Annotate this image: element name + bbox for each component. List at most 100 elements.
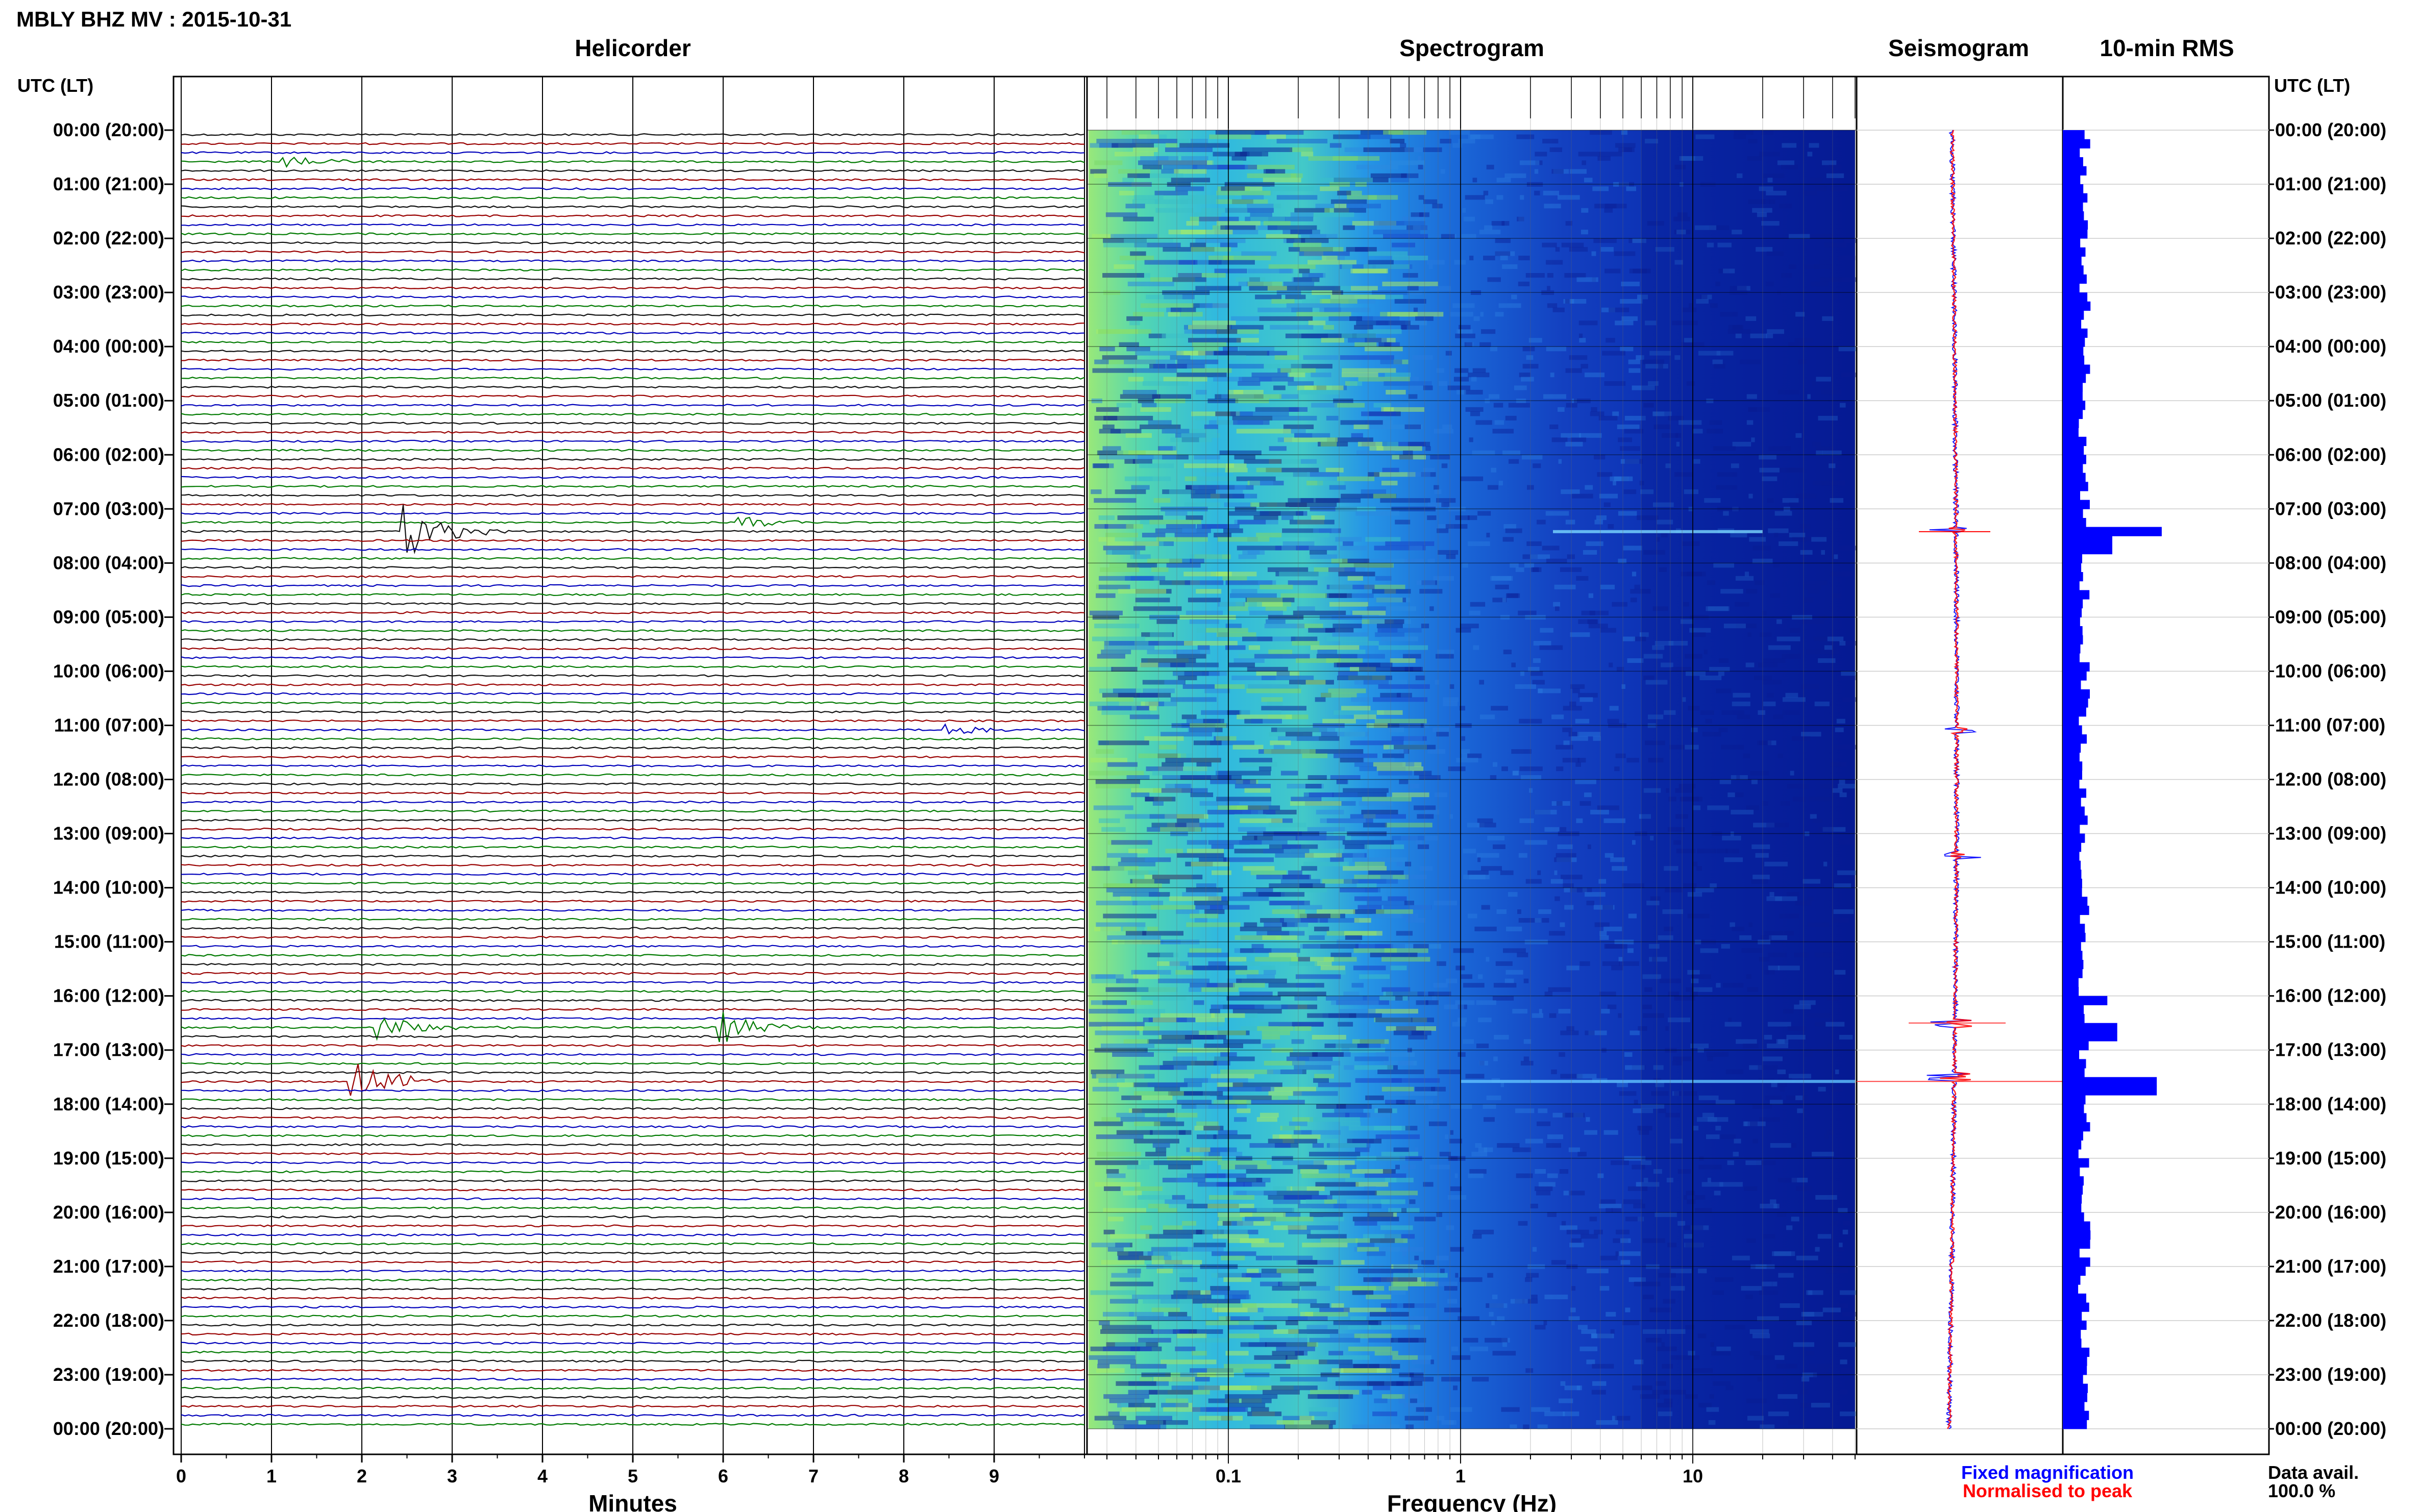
spectrogram-cell: [1363, 823, 1387, 828]
spectrogram-cell: [1600, 1255, 1618, 1260]
spectrogram-cell: [1161, 1403, 1189, 1408]
spectrogram-cell: [1714, 1191, 1721, 1196]
spectrogram-cell: [1297, 624, 1323, 629]
spectrogram-cell: [1744, 1186, 1758, 1191]
spectrogram-cell: [1374, 723, 1424, 728]
spectrogram-cell: [1668, 827, 1685, 832]
spectrogram-cell: [1776, 290, 1781, 295]
spectrogram-cell: [1235, 970, 1259, 975]
spectrogram-cell: [1632, 238, 1646, 243]
spectrogram-cell: [1560, 1074, 1578, 1079]
spectrogram-cell: [1353, 424, 1370, 429]
spectrogram-cell: [1665, 463, 1671, 468]
spectrogram-cell: [1112, 143, 1154, 148]
spectrogram-high-band: [1641, 130, 1856, 1429]
spectrogram-cell: [1320, 918, 1360, 923]
time-label: 15:00 (11:00): [2275, 931, 2385, 952]
spectrogram-cell: [1276, 290, 1301, 295]
rms-bar: [2063, 1356, 2087, 1366]
spectrogram-cell: [1467, 870, 1489, 875]
spectrogram-stripes: [1089, 130, 1861, 1429]
spectrogram-cell: [1357, 1243, 1375, 1248]
spectrogram-cell: [1396, 1100, 1416, 1105]
spectrogram-cell: [1542, 546, 1560, 551]
spectrogram-cell: [1295, 835, 1345, 840]
spectrogram-cell: [1773, 714, 1784, 720]
spectrogram-cell: [1570, 632, 1590, 637]
spectrogram-cell: [1277, 727, 1328, 732]
spectrogram-cell: [1239, 710, 1281, 715]
spectrogram-cell: [1350, 740, 1404, 746]
spectrogram-cell: [1733, 692, 1750, 698]
spectrogram-cell: [1363, 1234, 1401, 1239]
spectrogram-cell: [1762, 801, 1768, 806]
spectrogram-cell: [1258, 580, 1276, 585]
spectrogram-cell: [1132, 901, 1164, 906]
spectrogram-cell: [1840, 1290, 1861, 1295]
spectrogram-cell: [1608, 524, 1614, 529]
spectrogram-cell: [1451, 1355, 1471, 1360]
rms-bar: [2063, 689, 2090, 699]
minute-tick-label: 7: [808, 1466, 819, 1486]
spectrogram-cell: [1670, 1138, 1683, 1144]
spectrogram-cell: [1175, 1346, 1196, 1351]
spectrogram-cell: [1598, 879, 1607, 884]
spectrogram-cell: [1386, 1026, 1436, 1031]
rms-bar: [2063, 1212, 2084, 1222]
helicorder-trace: [181, 701, 1085, 705]
spectrogram-cell: [1517, 216, 1524, 221]
spectrogram-cell: [1286, 1359, 1327, 1365]
spectrogram-cell: [1219, 602, 1243, 607]
spectrogram-cell: [1116, 403, 1132, 408]
spectrogram-cell: [1115, 489, 1146, 494]
spectrogram-cell: [1439, 381, 1447, 386]
spectrogram-cell: [1136, 1411, 1178, 1417]
spectrogram-cell: [1332, 290, 1343, 295]
spectrogram-cell: [1096, 593, 1116, 598]
rms-bar: [2063, 1239, 2090, 1249]
spectrogram-cell: [1210, 1286, 1230, 1291]
spectrogram-cell: [1546, 346, 1567, 352]
spectrogram-cell: [1665, 1026, 1669, 1031]
spectrogram-cell: [1244, 788, 1271, 793]
spectrogram-cell: [1709, 225, 1730, 230]
spectrogram-cell: [1746, 1398, 1767, 1403]
spectrogram-event-line: [1553, 530, 1763, 533]
spectrogram-cell: [1163, 377, 1207, 382]
spectrogram-cell: [1372, 913, 1403, 919]
spectrogram-cell: [1634, 1359, 1644, 1365]
spectrogram-cell: [1291, 905, 1322, 910]
spectrogram-cell: [1173, 1056, 1197, 1061]
spectrogram-cell: [1706, 606, 1729, 611]
spectrogram-cell: [1132, 459, 1152, 464]
spectrogram-cell: [1757, 1377, 1762, 1382]
spectrogram-cell: [1356, 316, 1400, 321]
spectrogram-cell: [1780, 1086, 1785, 1092]
helicorder-trace: [181, 268, 1085, 271]
helicorder-trace: [181, 422, 1085, 425]
spectrogram-cell: [1749, 1351, 1760, 1356]
spectrogram-cell: [1307, 775, 1327, 780]
spectrogram-cell: [1691, 727, 1698, 732]
spectrogram-cell: [1289, 373, 1305, 378]
spectrogram-cell: [1590, 411, 1605, 416]
spectrogram-cell: [1439, 1152, 1451, 1157]
spectrogram-cell: [1563, 883, 1574, 888]
spectrogram-cell: [1219, 1217, 1243, 1222]
spectrogram-cell: [1515, 1299, 1525, 1304]
spectrogram-cell: [1142, 931, 1183, 936]
spectrogram-cell: [1325, 1048, 1342, 1053]
spectrogram-cell: [1746, 394, 1757, 399]
spectrogram-cell: [1744, 572, 1749, 577]
helicorder-trace: [181, 584, 1085, 587]
spectrogram-cell: [1644, 987, 1652, 992]
time-label: 11:00 (07:00): [54, 714, 164, 735]
spectrogram-cell: [1643, 788, 1661, 793]
spectrogram-cell: [1533, 641, 1551, 646]
spectrogram-cell: [1392, 792, 1429, 798]
spectrogram-cell: [1626, 186, 1636, 191]
spectrogram-cell: [1099, 1320, 1110, 1325]
spectrogram-cell: [1746, 589, 1758, 594]
rms-bar: [2063, 870, 2082, 879]
spectrogram-cell: [1823, 861, 1828, 866]
